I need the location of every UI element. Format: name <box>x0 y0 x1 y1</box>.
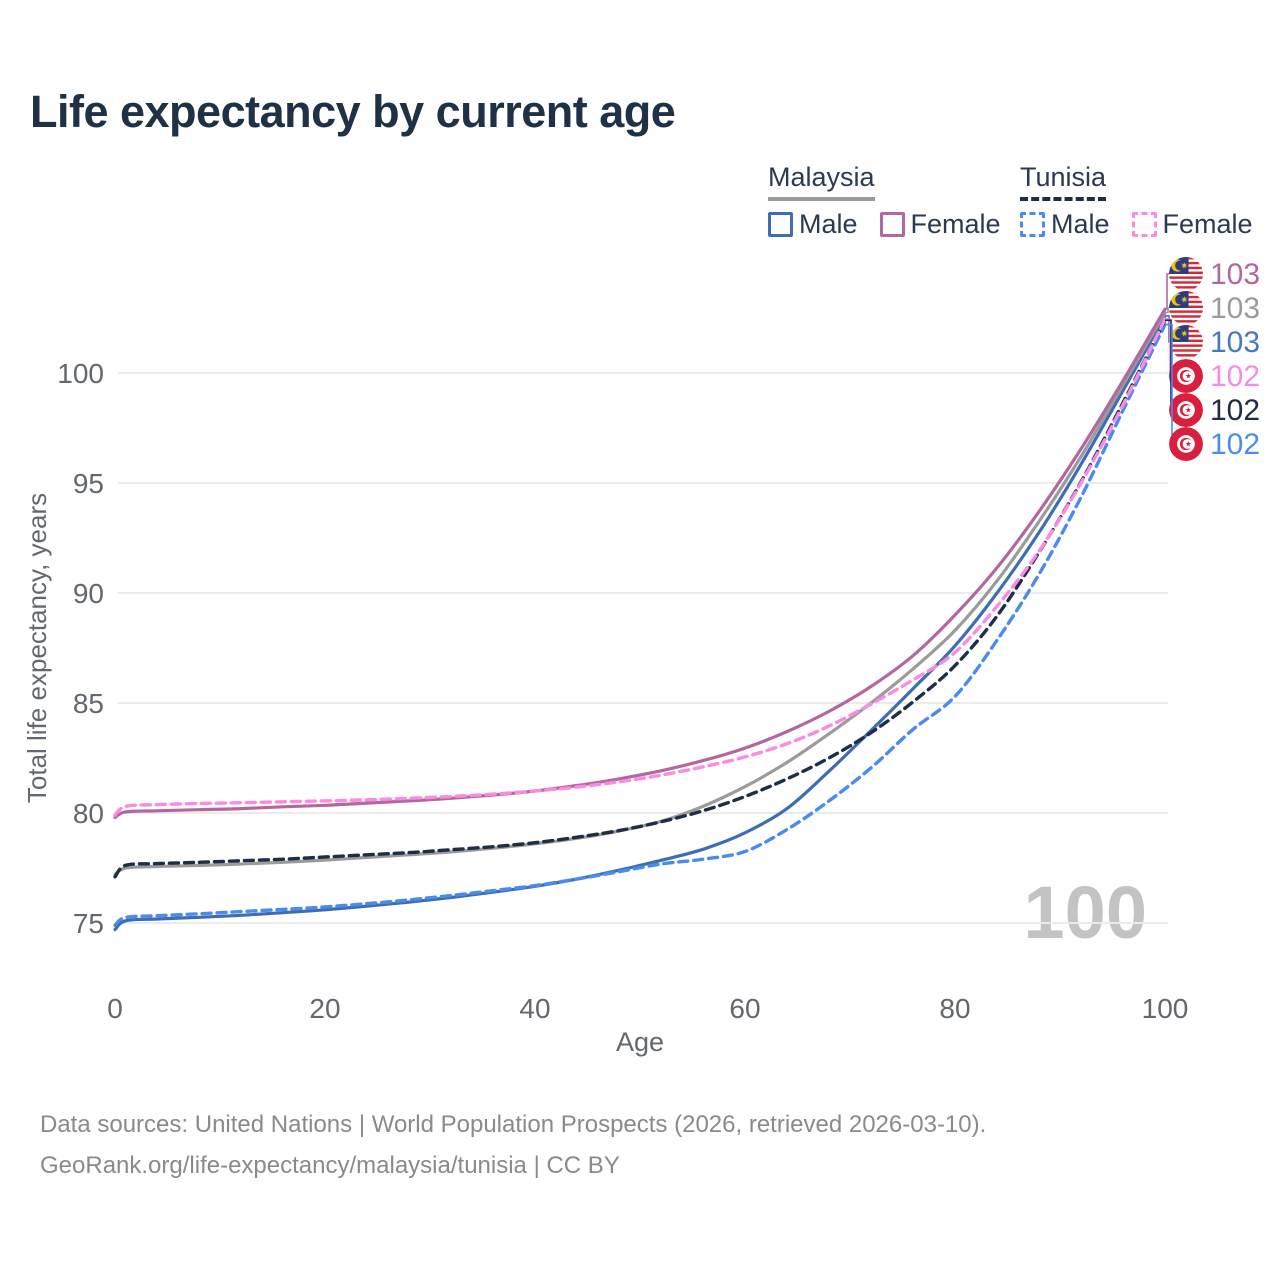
malaysia-female-line-swatch-icon <box>879 212 905 237</box>
x-tick-label-40: 40 <box>519 993 550 1024</box>
legend-item-malaysia-male[interactable]: Male <box>768 209 858 240</box>
x-tick-label-60: 60 <box>729 993 760 1024</box>
series-line-tunisia-total <box>113 318 1167 879</box>
series-line-malaysia-male <box>113 314 1167 932</box>
x-axis-title: Age <box>616 1027 664 1057</box>
y-tick-label-100: 100 <box>57 358 104 389</box>
legend-item-malaysia-female[interactable]: Female <box>879 209 1001 240</box>
legend-items-malaysia: Male Female <box>768 209 1023 240</box>
legend-item-label: Female <box>1162 209 1253 239</box>
y-tick-label-75: 75 <box>73 908 104 939</box>
y-tick-label-80: 80 <box>73 798 104 829</box>
end-value-label-tunisia-female: 102 <box>1210 360 1260 393</box>
series-line-malaysia-female <box>113 307 1167 819</box>
legend-group-tunisia: Tunisia Male Female <box>1020 162 1275 240</box>
legend-item-label: Female <box>910 209 1001 239</box>
tunisia-flag-icon <box>1169 427 1203 461</box>
data-sources-text: Data sources: United Nations | World Pop… <box>40 1111 987 1138</box>
tunisia-flag-icon <box>1169 393 1203 427</box>
malaysia-flag-icon <box>1169 325 1203 359</box>
end-value-label-malaysia: 103 <box>1210 292 1260 325</box>
malaysia-flag-icon <box>1169 291 1203 325</box>
x-tick-label-0: 0 <box>107 993 123 1024</box>
y-tick-label-85: 85 <box>73 688 104 719</box>
legend-item-label: Male <box>799 209 858 239</box>
legend-item-tunisia-male[interactable]: Male <box>1020 209 1110 240</box>
legend-items-tunisia: Male Female <box>1020 209 1275 240</box>
chart-footer: Data sources: United Nations | World Pop… <box>40 1104 986 1186</box>
tunisia-male-line-swatch-icon <box>1020 212 1045 237</box>
series-line-tunisia-male <box>113 322 1167 927</box>
legend-item-tunisia-female[interactable]: Female <box>1131 209 1253 240</box>
attribution-text: GeoRank.org/life-expectancy/malaysia/tun… <box>40 1152 620 1179</box>
end-value-label-malaysia-female: 103 <box>1210 258 1260 291</box>
series-line-tunisia-female <box>113 317 1167 817</box>
legend-item-label: Male <box>1051 209 1110 239</box>
tunisia-flag-icon <box>1169 359 1203 393</box>
watermark-age-100: 100 <box>1024 871 1147 954</box>
legend-country-malaysia: Malaysia <box>768 162 875 201</box>
legend-country-tunisia: Tunisia <box>1020 162 1107 201</box>
end-value-label-tunisia: 102 <box>1210 394 1260 427</box>
y-tick-label-95: 95 <box>73 468 104 499</box>
malaysia-male-line-swatch-icon <box>768 212 793 237</box>
tunisia-female-line-swatch-icon <box>1131 212 1157 237</box>
y-axis-title: Total life expectancy, years <box>22 493 52 803</box>
page-title: Life expectancy by current age <box>30 86 676 137</box>
legend-group-malaysia: Malaysia Male Female <box>768 162 1023 240</box>
y-tick-label-90: 90 <box>73 578 104 609</box>
x-tick-label-100: 100 <box>1142 993 1189 1024</box>
end-value-label-malaysia-male: 103 <box>1210 326 1260 359</box>
end-value-label-tunisia-male: 102 <box>1210 428 1260 461</box>
x-tick-label-20: 20 <box>309 993 340 1024</box>
malaysia-flag-icon <box>1169 257 1203 291</box>
x-tick-label-80: 80 <box>939 993 970 1024</box>
